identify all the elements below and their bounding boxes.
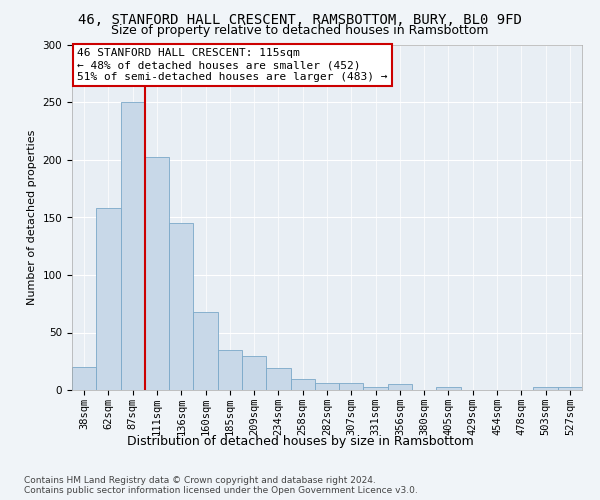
Y-axis label: Number of detached properties: Number of detached properties [27,130,37,305]
Bar [339,383,364,390]
Bar [436,386,461,390]
Bar [96,208,121,390]
Bar [72,367,96,390]
Bar [315,383,339,390]
Bar [218,350,242,390]
Bar [290,378,315,390]
Text: Size of property relative to detached houses in Ramsbottom: Size of property relative to detached ho… [111,24,489,37]
Bar [558,386,582,390]
Bar [145,156,169,390]
Bar [169,223,193,390]
Bar [193,312,218,390]
Text: Contains HM Land Registry data © Crown copyright and database right 2024.
Contai: Contains HM Land Registry data © Crown c… [24,476,418,495]
Bar [388,384,412,390]
Text: Distribution of detached houses by size in Ramsbottom: Distribution of detached houses by size … [127,435,473,448]
Text: 46 STANFORD HALL CRESCENT: 115sqm
← 48% of detached houses are smaller (452)
51%: 46 STANFORD HALL CRESCENT: 115sqm ← 48% … [77,48,388,82]
Bar [242,356,266,390]
Text: 46, STANFORD HALL CRESCENT, RAMSBOTTOM, BURY, BL0 9FD: 46, STANFORD HALL CRESCENT, RAMSBOTTOM, … [78,12,522,26]
Bar [533,386,558,390]
Bar [121,102,145,390]
Bar [266,368,290,390]
Bar [364,386,388,390]
